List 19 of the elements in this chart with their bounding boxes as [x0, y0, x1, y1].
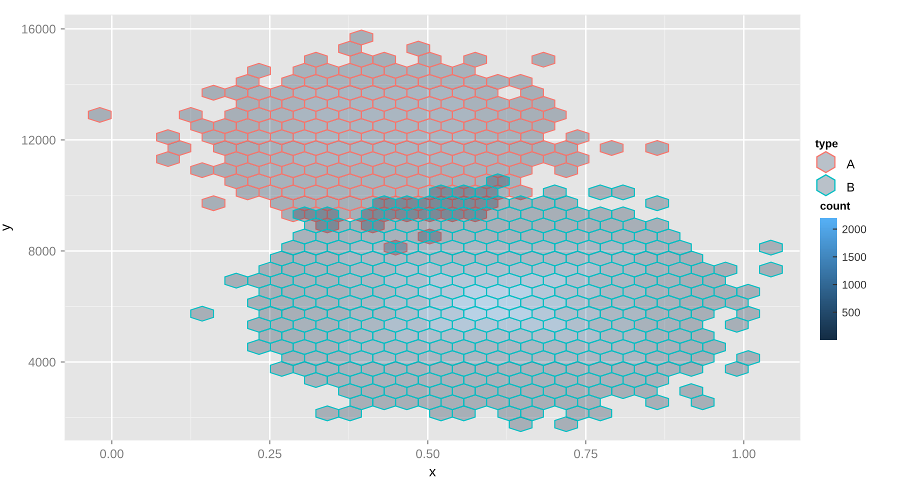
legend-label: A	[846, 160, 855, 168]
legend-label: B	[848, 182, 854, 192]
color-bar-label: 2000	[842, 225, 866, 234]
x-tick-label: 0.75	[574, 449, 598, 458]
x-tick-label: 0.50	[416, 449, 440, 458]
color-bar-label: 500	[842, 308, 860, 316]
color-bar-label: 1000	[842, 280, 866, 289]
x-tick-label: 1.00	[732, 449, 756, 458]
y-tick-label: 8000	[28, 246, 56, 256]
y-tick-label: 16000	[22, 24, 56, 34]
legend-title: type	[815, 140, 838, 150]
y-tick-label: 12000	[22, 136, 56, 145]
color-bar-label: 1500	[842, 253, 866, 261]
y-axis-title: y	[2, 224, 13, 231]
y-tick-label: 4000	[28, 358, 56, 367]
x-axis-title: x	[429, 468, 436, 476]
x-tick-label: 0.25	[258, 449, 282, 458]
color-bar-title: count	[820, 202, 850, 210]
x-tick-label: 0.00	[100, 449, 124, 458]
